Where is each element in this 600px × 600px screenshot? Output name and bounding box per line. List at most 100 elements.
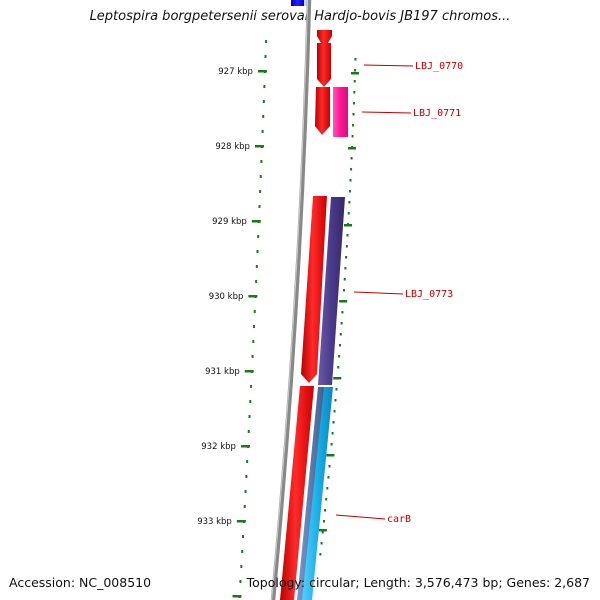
ruler-minor-ticks <box>238 40 268 598</box>
ruler-dot <box>239 580 242 583</box>
outer-ruler-dot <box>339 333 342 336</box>
outer-ruler-dot <box>350 168 353 171</box>
ruler-major-tick <box>248 295 258 298</box>
outer-ruler-dot <box>328 465 331 468</box>
ruler-dot <box>260 160 263 163</box>
outer-ruler-tick <box>339 300 348 303</box>
outer-ruler-dot <box>347 212 350 215</box>
ruler-tick-label: 930 kbp <box>209 292 244 302</box>
ruler-tick-label: 933 kbp <box>197 517 232 527</box>
gene-forward-LBJ_0770[interactable] <box>317 43 331 87</box>
outer-ruler-dot <box>332 421 335 424</box>
ruler-dot <box>241 550 244 553</box>
outer-ruler-dot <box>346 234 349 237</box>
ruler-tick-label: 931 kbp <box>205 367 240 377</box>
outer-ruler-dot <box>353 91 356 94</box>
ruler-dot <box>265 40 268 43</box>
outer-ruler-dot <box>334 399 337 402</box>
accession-text: Accession: NC_008510 <box>9 575 152 590</box>
gene-reverse-carB[interactable] <box>302 387 333 600</box>
outer-ruler-dot <box>354 58 357 61</box>
ruler-dot <box>244 490 247 493</box>
ruler-dot <box>253 325 256 328</box>
outer-ruler-dots <box>318 58 359 556</box>
ruler-dot <box>259 190 262 193</box>
gene-forward-2[interactable] <box>315 87 330 135</box>
map-title: Leptospira borgpetersenii serovar Hardjo… <box>89 9 511 24</box>
gene-forward-1[interactable] <box>317 30 332 43</box>
outer-ruler-dot <box>340 322 343 325</box>
outer-ruler-dot <box>348 190 351 193</box>
ruler-dot <box>263 85 266 88</box>
ruler-dot <box>252 340 255 343</box>
gene-label-LBJ_0773[interactable]: LBJ_0773 <box>353 289 453 300</box>
outer-ruler-dot <box>325 498 328 501</box>
ruler-major-tick <box>240 445 250 448</box>
genome-summary-text: Topology: circular; Length: 3,576,473 bp… <box>246 575 590 590</box>
outer-ruler-tick <box>347 147 356 150</box>
ruler-major-tick <box>251 220 261 223</box>
ruler-dot <box>256 250 259 253</box>
ruler-dot <box>247 430 250 433</box>
outer-ruler-tick <box>326 454 335 457</box>
outer-ruler-dot <box>338 344 341 347</box>
outer-ruler-dot <box>351 135 354 138</box>
ruler-tick-label: 932 kbp <box>201 442 236 452</box>
ruler-dot <box>251 355 254 358</box>
ruler-dot <box>243 505 246 508</box>
ruler-major-tick <box>236 520 246 523</box>
outer-ruler-dot <box>324 509 327 512</box>
ruler-dot <box>253 310 256 313</box>
outer-ruler-dot <box>349 179 352 182</box>
outer-ruler-dot <box>333 410 336 413</box>
outer-ruler-dot <box>344 267 347 270</box>
outer-ruler-dot <box>321 531 324 534</box>
outer-ruler-dot <box>345 245 348 248</box>
gene-reverse-LBJ_0773[interactable] <box>318 197 345 385</box>
outer-ruler-dot <box>335 388 338 391</box>
ruler-dot <box>250 385 253 388</box>
outer-ruler-tick <box>318 529 327 532</box>
gene-label-LBJ_0770[interactable]: LBJ_0770 <box>363 61 463 72</box>
outer-ruler-dot <box>342 289 345 292</box>
ruler-dot <box>264 55 267 58</box>
ruler-dot <box>255 265 258 268</box>
svg-text:LBJ_0770: LBJ_0770 <box>415 61 463 72</box>
outer-ruler-dot <box>319 553 322 556</box>
gene-forward-3[interactable] <box>301 196 327 383</box>
ruler-major-tick <box>257 70 267 73</box>
ruler-dot <box>259 175 262 178</box>
outer-ruler-dot <box>352 124 355 127</box>
svg-text:LBJ_0771: LBJ_0771 <box>413 108 461 119</box>
outer-ruler-tick <box>333 377 342 380</box>
ruler-dot <box>261 130 264 133</box>
ruler-dot <box>245 475 248 478</box>
ruler-tick-label: 929 kbp <box>212 217 247 227</box>
outer-ruler-dot <box>348 201 351 204</box>
ruler-major-tick <box>244 370 254 373</box>
outer-ruler-dot <box>338 355 341 358</box>
gene-label-LBJ_0771[interactable]: LBJ_0771 <box>361 108 461 119</box>
outer-ruler-dot <box>337 366 340 369</box>
ruler-tick-label: 928 kbp <box>215 142 250 152</box>
outer-ruler-dot <box>352 113 355 116</box>
outer-ruler-dot <box>320 542 323 545</box>
ruler-dot <box>249 400 252 403</box>
ruler-dot <box>242 535 245 538</box>
ruler-tick-label: 927 kbp <box>218 67 253 77</box>
ruler-major-tick <box>254 145 264 148</box>
outer-ruler-dot <box>326 487 329 490</box>
ruler-dot <box>262 115 265 118</box>
ruler: 927 kbp 928 kbp 929 kbp 930 kbp 931 kbp 932 k… <box>197 67 267 598</box>
outer-ruler-dot <box>353 80 356 83</box>
svg-text:LBJ_0773: LBJ_0773 <box>405 289 453 300</box>
outer-ruler-dot <box>330 443 333 446</box>
ruler-dot <box>255 280 258 283</box>
outer-ruler-tick <box>350 72 359 75</box>
outer-ruler-dot <box>322 520 325 523</box>
gene-reverse-LBJ_0771[interactable] <box>333 87 348 137</box>
gene-forward-4[interactable] <box>280 386 314 600</box>
outer-ruler-dot <box>352 102 355 105</box>
gene-label-carB[interactable]: carB <box>335 514 411 525</box>
